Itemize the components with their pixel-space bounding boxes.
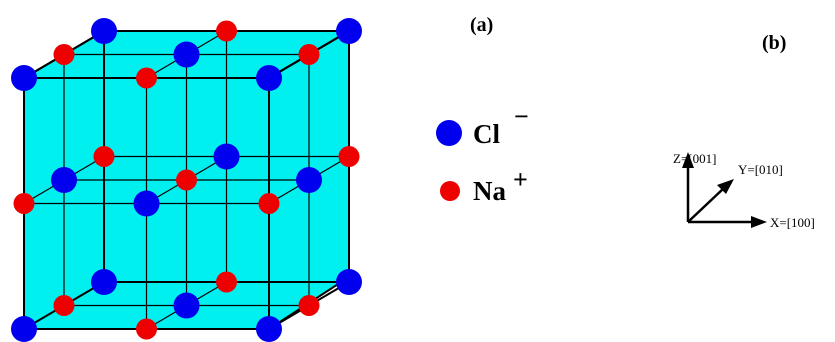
sodium-ion [93, 146, 115, 167]
legend-chloride-charge: − [514, 102, 529, 131]
chloride-ion [213, 143, 240, 170]
lattice-atoms [11, 18, 362, 342]
panel-b-label: (b) [762, 32, 786, 54]
y-axis-label: Y=[010] [738, 162, 783, 177]
sodium-ion [298, 44, 320, 65]
panel-a-label: (a) [470, 14, 493, 36]
y-axis-arrow [687, 187, 725, 223]
chloride-ion [11, 65, 37, 91]
chloride-ion [91, 269, 117, 295]
chloride-ion [173, 41, 200, 68]
chloride-ion [91, 18, 117, 44]
sodium-ion [176, 169, 197, 191]
z-axis-label: Z=[001] [673, 151, 716, 166]
x-axis-arrowhead [751, 216, 767, 228]
legend-chloride-marker [436, 120, 462, 146]
legend-sodium-marker [440, 181, 460, 201]
sodium-ion [298, 295, 320, 316]
legend-sodium-charge: + [513, 165, 528, 194]
axes-diagram: Z=[001] Y=[010] X=[100] [673, 151, 815, 230]
sodium-ion [136, 318, 157, 340]
chloride-ion [11, 316, 37, 342]
sodium-ion [258, 193, 280, 214]
chloride-ion [336, 269, 362, 295]
sodium-ion [338, 146, 360, 167]
chloride-ion [133, 190, 160, 217]
chloride-ion [336, 18, 362, 44]
chloride-ion [51, 167, 77, 193]
sodium-ion [216, 271, 237, 293]
sodium-ion [53, 44, 75, 65]
nacl-crystal-lattice [11, 18, 362, 342]
y-axis-arrowhead [717, 179, 734, 194]
sodium-ion [216, 20, 237, 42]
x-axis-label: X=[100] [770, 215, 815, 230]
legend-sodium-symbol: Na [473, 176, 506, 206]
sodium-ion [13, 193, 35, 214]
legend: Cl − Na + [436, 102, 529, 206]
chloride-ion [173, 292, 200, 319]
legend-chloride-symbol: Cl [473, 119, 500, 149]
chloride-ion [256, 316, 282, 342]
sodium-ion [136, 67, 157, 89]
sodium-ion [53, 295, 75, 316]
chloride-ion [296, 167, 322, 193]
chloride-ion [256, 65, 282, 91]
z-axis-arrowhead [682, 152, 694, 168]
